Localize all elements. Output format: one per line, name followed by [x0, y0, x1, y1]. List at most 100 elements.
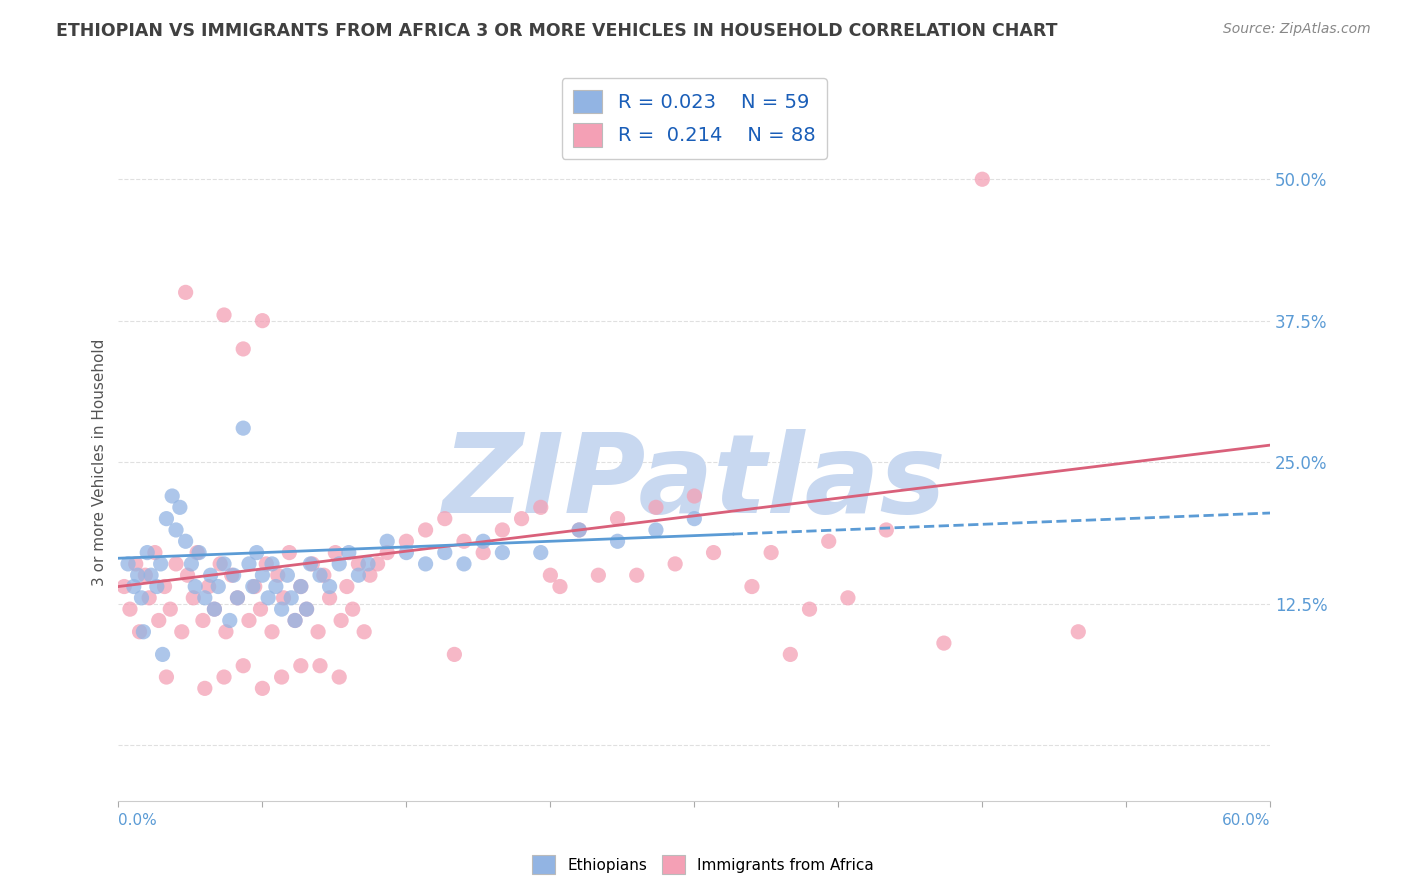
- Point: [875, 523, 897, 537]
- Point: [395, 534, 418, 549]
- Point: [278, 545, 301, 559]
- Point: [260, 624, 283, 639]
- Point: [284, 614, 307, 628]
- Point: [180, 557, 202, 571]
- Point: [318, 580, 340, 594]
- Point: [260, 557, 283, 571]
- Point: [218, 614, 240, 628]
- Point: [367, 557, 389, 571]
- Point: [149, 557, 172, 571]
- Point: [491, 545, 513, 559]
- Point: [568, 523, 591, 537]
- Point: [204, 602, 226, 616]
- Point: [538, 568, 561, 582]
- Point: [290, 658, 312, 673]
- Point: [252, 568, 274, 582]
- Point: [433, 511, 456, 525]
- Point: [181, 591, 204, 605]
- Text: 0.0%: 0.0%: [118, 813, 157, 828]
- Point: [148, 614, 170, 628]
- Point: [1067, 624, 1090, 639]
- Point: [290, 580, 312, 594]
- Point: [152, 648, 174, 662]
- Point: [375, 545, 398, 559]
- Point: [472, 534, 495, 549]
- Point: [347, 557, 370, 571]
- Point: [174, 285, 197, 300]
- Point: [169, 500, 191, 515]
- Point: [357, 557, 380, 571]
- Point: [139, 568, 162, 582]
- Point: [128, 624, 150, 639]
- Legend: Ethiopians, Immigrants from Africa: Ethiopians, Immigrants from Africa: [526, 849, 880, 880]
- Point: [221, 568, 243, 582]
- Point: [683, 511, 706, 525]
- Point: [299, 557, 322, 571]
- Point: [683, 489, 706, 503]
- Point: [249, 602, 271, 616]
- Point: [243, 580, 266, 594]
- Point: [232, 342, 254, 356]
- Point: [270, 602, 292, 616]
- Point: [155, 670, 177, 684]
- Point: [664, 557, 686, 571]
- Point: [307, 624, 329, 639]
- Point: [433, 545, 456, 559]
- Point: [301, 557, 323, 571]
- Point: [176, 568, 198, 582]
- Point: [779, 648, 801, 662]
- Point: [242, 580, 264, 594]
- Point: [191, 614, 214, 628]
- Point: [207, 580, 229, 594]
- Point: [295, 602, 318, 616]
- Point: [273, 591, 295, 605]
- Point: [252, 681, 274, 696]
- Point: [138, 591, 160, 605]
- Point: [932, 636, 955, 650]
- Point: [395, 545, 418, 559]
- Point: [159, 602, 181, 616]
- Point: [212, 557, 235, 571]
- Point: [222, 568, 245, 582]
- Point: [309, 568, 332, 582]
- Point: [276, 568, 298, 582]
- Point: [530, 500, 553, 515]
- Point: [267, 568, 290, 582]
- Point: [134, 568, 156, 582]
- Point: [155, 511, 177, 525]
- Point: [257, 591, 280, 605]
- Point: [453, 557, 475, 571]
- Point: [318, 591, 340, 605]
- Point: [246, 545, 269, 559]
- Point: [264, 580, 287, 594]
- Point: [284, 614, 307, 628]
- Point: [160, 489, 183, 503]
- Point: [645, 500, 668, 515]
- Point: [295, 602, 318, 616]
- Point: [342, 602, 364, 616]
- Point: [125, 557, 148, 571]
- Point: [174, 534, 197, 549]
- Point: [415, 523, 437, 537]
- Point: [188, 545, 211, 559]
- Point: [170, 624, 193, 639]
- Point: [127, 568, 149, 582]
- Point: [645, 523, 668, 537]
- Point: [226, 591, 249, 605]
- Point: [232, 658, 254, 673]
- Point: [309, 658, 332, 673]
- Point: [626, 568, 648, 582]
- Point: [530, 545, 553, 559]
- Point: [226, 591, 249, 605]
- Point: [146, 580, 169, 594]
- Text: 60.0%: 60.0%: [1222, 813, 1270, 828]
- Point: [443, 648, 465, 662]
- Legend: R = 0.023    N = 59, R =  0.214    N = 88: R = 0.023 N = 59, R = 0.214 N = 88: [561, 78, 827, 159]
- Point: [510, 511, 533, 525]
- Text: Source: ZipAtlas.com: Source: ZipAtlas.com: [1223, 22, 1371, 37]
- Point: [194, 591, 217, 605]
- Point: [254, 557, 277, 571]
- Point: [359, 568, 381, 582]
- Point: [132, 624, 155, 639]
- Point: [353, 624, 375, 639]
